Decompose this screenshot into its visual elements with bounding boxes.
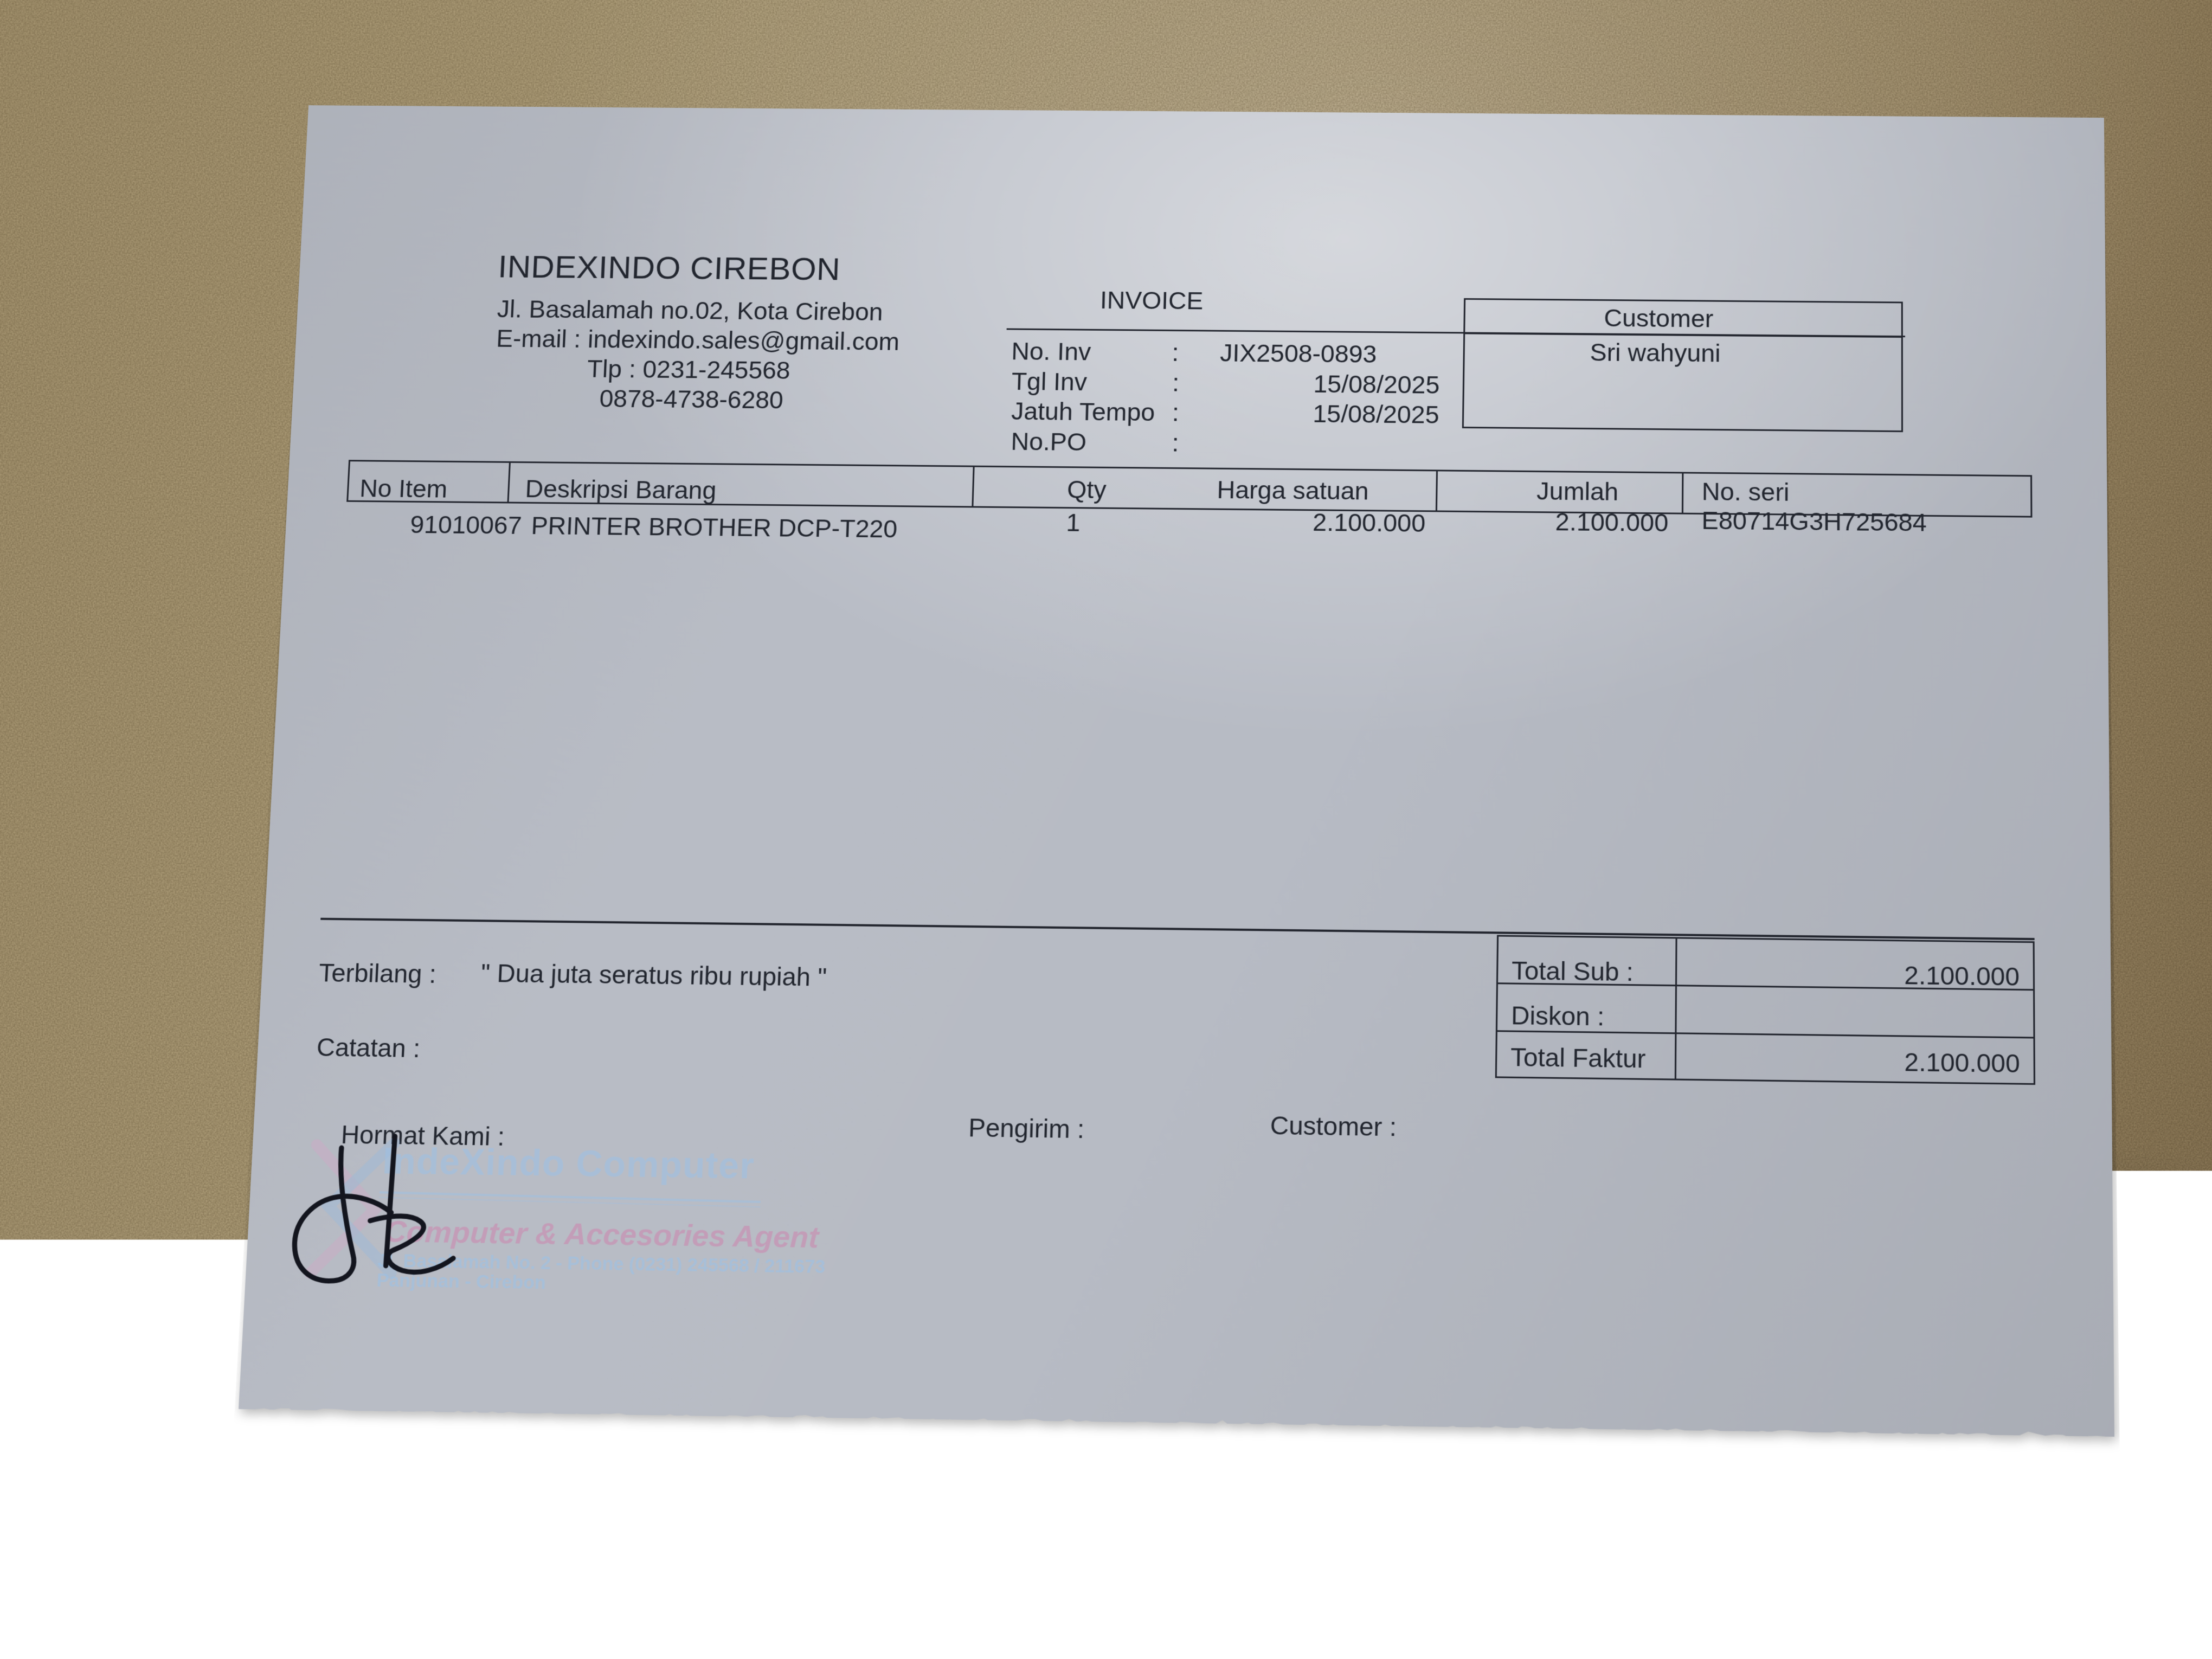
svg-text:IndeXindo Computer: IndeXindo Computer <box>382 1140 755 1186</box>
svg-text:Panjunan - Cirebon: Panjunan - Cirebon <box>376 1270 546 1293</box>
svg-text:Computer & Accesories Agent: Computer & Accesories Agent <box>384 1215 821 1255</box>
